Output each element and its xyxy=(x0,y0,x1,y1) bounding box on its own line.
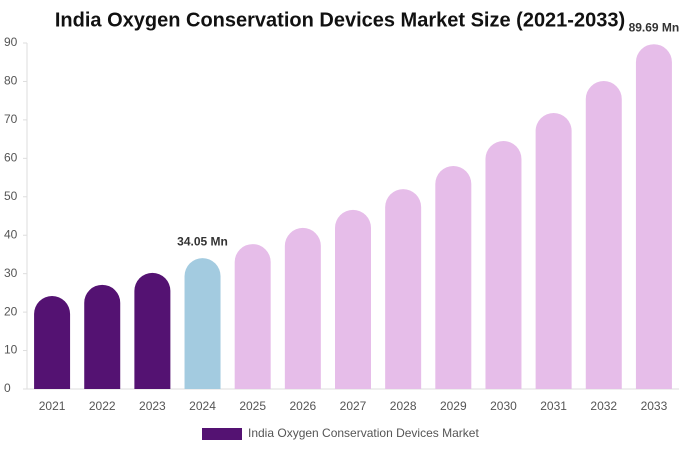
bar xyxy=(234,244,271,389)
bar xyxy=(335,209,371,389)
x-tick-label: 2022 xyxy=(89,399,116,413)
chart-title: India Oxygen Conservation Devices Market… xyxy=(55,9,625,31)
x-tick-label: 2033 xyxy=(641,399,668,413)
y-tick-label: 90 xyxy=(4,35,18,49)
x-tick-label: 2021 xyxy=(39,399,66,413)
x-tick-label: 2031 xyxy=(540,399,567,413)
value-label: 89.69 Mn xyxy=(629,20,680,34)
y-tick-label: 50 xyxy=(4,189,18,203)
y-tick-label: 60 xyxy=(4,151,18,165)
legend-swatch xyxy=(202,428,242,440)
bar xyxy=(385,189,422,389)
y-tick-label: 20 xyxy=(4,304,18,318)
x-tick-label: 2027 xyxy=(340,399,367,413)
y-tick-label: 30 xyxy=(4,266,18,280)
legend-label: India Oxygen Conservation Devices Market xyxy=(248,426,479,440)
x-tick-label: 2032 xyxy=(590,399,617,413)
x-tick-label: 2025 xyxy=(239,399,266,413)
x-tick-label: 2023 xyxy=(139,399,166,413)
bar xyxy=(535,112,572,390)
bar xyxy=(485,141,522,389)
y-tick-label: 40 xyxy=(4,227,18,241)
y-tick-label: 80 xyxy=(4,74,18,88)
x-tick-label: 2026 xyxy=(289,399,316,413)
value-label: 34.05 Mn xyxy=(177,234,228,248)
bar xyxy=(134,272,171,389)
bar xyxy=(435,166,472,389)
x-tick-label: 2028 xyxy=(390,399,417,413)
bar xyxy=(34,295,71,389)
y-tick-label: 70 xyxy=(4,112,18,126)
bar xyxy=(184,258,221,389)
y-tick-label: 10 xyxy=(4,343,18,357)
bar xyxy=(84,284,121,389)
y-tick-label: 0 xyxy=(4,381,11,395)
bar xyxy=(284,227,321,389)
x-tick-label: 2024 xyxy=(189,399,216,413)
x-tick-label: 2030 xyxy=(490,399,517,413)
bar xyxy=(635,44,672,390)
x-tick-label: 2029 xyxy=(440,399,467,413)
bar xyxy=(585,81,622,389)
